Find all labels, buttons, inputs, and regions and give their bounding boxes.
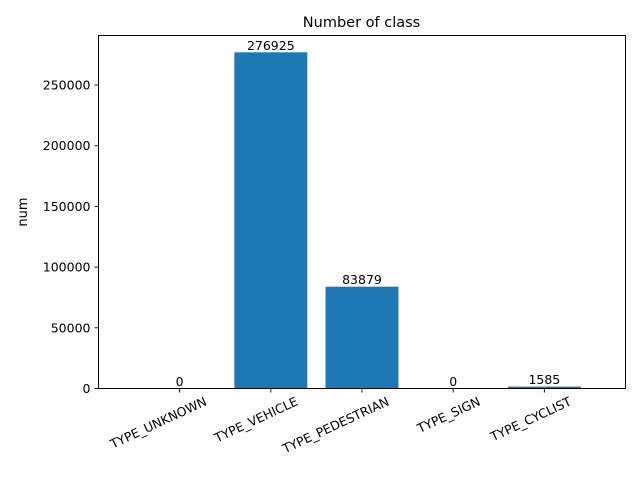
chart-title: Number of class	[303, 15, 420, 31]
y-tick-label: 0	[83, 381, 91, 396]
y-tick-label: 150000	[43, 199, 91, 214]
bars-group	[234, 52, 581, 389]
y-axis-title: num	[16, 197, 31, 226]
y-tick-label: 200000	[43, 138, 91, 153]
y-tick-label: 100000	[43, 260, 91, 275]
data-label-type-unknown: 0	[176, 374, 184, 389]
y-axis: 0 50000 100000 150000 200000 250000	[43, 78, 99, 396]
data-label-type-vehicle: 276925	[247, 38, 295, 53]
y-tick-label: 50000	[51, 320, 91, 335]
bar-type-vehicle	[234, 52, 308, 389]
y-tick-label: 250000	[43, 78, 91, 93]
data-labels-group: 0 276925 83879 0 1585	[176, 38, 561, 389]
data-label-type-cyclist: 1585	[528, 372, 560, 387]
bar-type-cyclist	[507, 386, 581, 389]
plot-frame	[98, 35, 626, 389]
data-label-type-pedestrian: 83879	[342, 272, 382, 287]
data-label-type-sign: 0	[449, 374, 457, 389]
bar-type-pedestrian	[325, 286, 399, 389]
